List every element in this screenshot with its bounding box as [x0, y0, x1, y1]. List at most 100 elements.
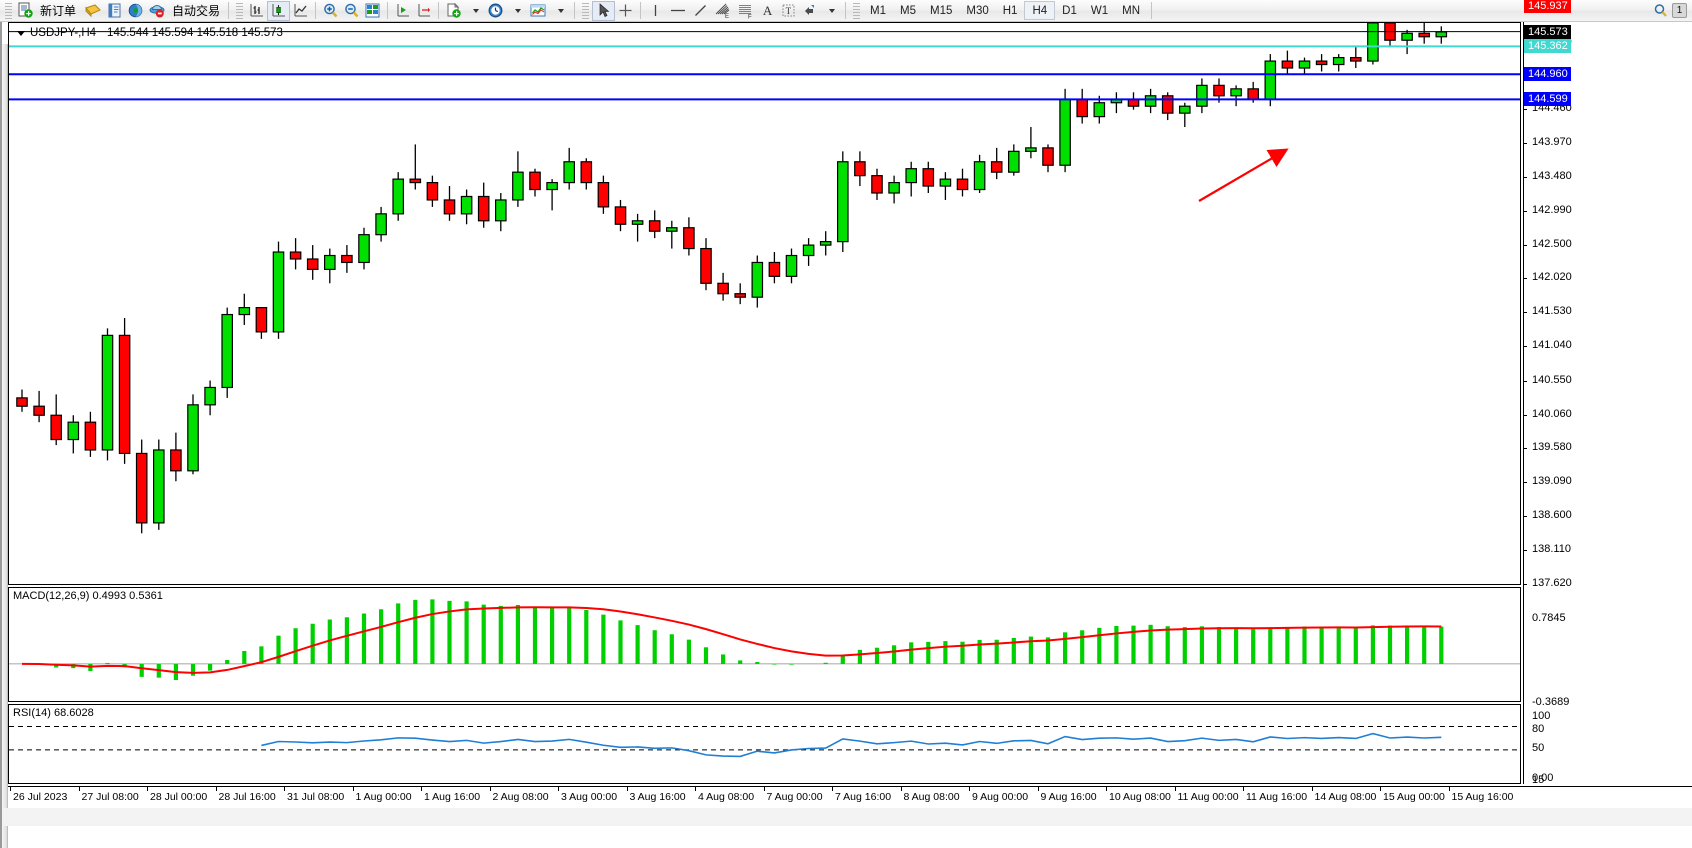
time-tick [1380, 787, 1381, 791]
price-tick: 142.990 [1523, 204, 1572, 216]
timeframe-m30-button[interactable]: M30 [966, 4, 989, 17]
candle-body [871, 175, 883, 194]
time-label: 11 Aug 00:00 [1177, 791, 1239, 803]
candle-body [50, 414, 62, 441]
time-label: 14 Aug 08:00 [1314, 791, 1377, 803]
candle-body [922, 168, 935, 187]
vertical-scrollbar[interactable] [2, 44, 8, 848]
candle-body [1213, 84, 1225, 97]
data-window-toggle-button[interactable] [362, 1, 383, 21]
navigator-button[interactable] [104, 1, 125, 21]
price-tag-level-line[interactable]: 144.599 [1524, 92, 1571, 107]
time-tick [284, 787, 285, 791]
time-label: 28 Jul 00:00 [150, 791, 208, 803]
price-tag-level-line[interactable]: 144.960 [1524, 67, 1571, 82]
timeframe-mn-button[interactable]: MN [1122, 4, 1140, 17]
bar-chart-button[interactable] [246, 1, 267, 21]
price-pane[interactable]: USDJPY-,H4 145.544 145.594 145.518 145.5… [8, 22, 1521, 585]
price-tag-level-line[interactable]: 145.362 [1524, 39, 1571, 54]
candle-body [84, 421, 97, 451]
price-tick: 141.530 [1523, 305, 1572, 317]
price-tag-level-line[interactable]: 145.937 [1524, 0, 1571, 14]
timeframe-d1-button[interactable]: D1 [1062, 4, 1077, 17]
toolbar-grip-2[interactable] [236, 1, 244, 20]
toolbar-grip[interactable] [5, 1, 12, 20]
auto-trading-label[interactable]: 自动交易 [172, 4, 221, 18]
candle-body [734, 293, 746, 298]
fibonacci-e-button[interactable]: E [711, 1, 734, 21]
svg-text:F: F [748, 15, 752, 20]
time-tick [421, 787, 422, 791]
period-button[interactable] [485, 1, 506, 21]
autoscroll-icon [397, 4, 410, 17]
terminal-button[interactable] [125, 1, 146, 21]
candle-body [888, 181, 900, 194]
timeframe-m15-button[interactable]: M15 [930, 4, 953, 17]
trend-line-button[interactable] [690, 1, 711, 21]
candle-body [956, 178, 969, 191]
candle-body [1093, 102, 1106, 118]
time-axis[interactable]: 26 Jul 2023 27 Jul 08:00 28 Jul 00:00 28 Ju… [8, 786, 1692, 808]
collapse-caret-icon[interactable] [17, 30, 25, 36]
cursor-button[interactable] [592, 0, 616, 21]
timeframe-h4-button[interactable]: H4 [1024, 1, 1056, 20]
candle-body [1315, 60, 1328, 66]
timeframe-m5-button[interactable]: M5 [900, 4, 916, 17]
price-axis[interactable]: 145.410144.460143.970143.480142.990142.5… [1523, 0, 1692, 786]
macd-pane[interactable]: MACD(12,26,9) 0.4993 0.5361 [8, 587, 1521, 702]
new-order-button[interactable]: 新订单 [15, 1, 82, 21]
fibonacci-f-button[interactable]: F [734, 1, 757, 21]
price-tick: 138.600 [1523, 509, 1572, 521]
price-tick: 139.090 [1523, 475, 1572, 487]
shapes-button[interactable] [799, 1, 820, 21]
chart-shift-button[interactable] [413, 1, 434, 21]
vertical-line-button[interactable] [645, 1, 666, 21]
candlestick-chart-button[interactable] [267, 0, 291, 21]
data-window-button[interactable] [82, 1, 104, 21]
candle-body [1401, 32, 1413, 41]
line-chart-button[interactable] [290, 1, 311, 21]
candle-body [289, 251, 302, 260]
autoscroll-button[interactable] [392, 1, 413, 21]
templates-button[interactable] [527, 1, 549, 21]
time-tick [969, 787, 970, 791]
shapes-dropdown[interactable] [820, 1, 841, 21]
period-dropdown[interactable] [506, 1, 527, 21]
chart-shift-icon [418, 4, 431, 17]
text-label-button[interactable]: A [757, 1, 778, 21]
rsi-pane[interactable]: RSI(14) 68.6028 [8, 704, 1521, 784]
crosshair-button[interactable] [615, 1, 636, 21]
macd-axis-tick: 0.7845 [1532, 612, 1566, 624]
candle-body [717, 282, 729, 295]
price-tag-last-price[interactable]: 145.573 [1524, 24, 1571, 39]
toolbar-grip-4[interactable] [853, 1, 861, 20]
time-label: 3 Aug 16:00 [629, 791, 686, 803]
templates-dropdown[interactable] [549, 1, 570, 21]
strategy-tester-button[interactable] [146, 1, 168, 21]
time-label: 10 Aug 08:00 [1109, 791, 1171, 803]
candle-body [1161, 95, 1174, 114]
search-icon[interactable] [1653, 3, 1668, 18]
time-tick [900, 787, 902, 791]
indicators-button[interactable] [443, 1, 464, 21]
timeframe-w1-button[interactable]: W1 [1090, 4, 1109, 17]
time-label: 1 Aug 00:00 [355, 791, 412, 803]
text-box-button[interactable]: T [778, 1, 799, 21]
horizontal-line-button[interactable] [666, 1, 690, 21]
price-candlestick-plot [9, 23, 1520, 534]
timeframe-h1-button[interactable]: H1 [1002, 4, 1018, 17]
hat-red-icon [149, 5, 165, 18]
time-label: 11 Aug 16:00 [1246, 791, 1308, 803]
toolbar-grip-3[interactable] [582, 1, 590, 20]
candle-body [204, 386, 216, 406]
zoom-in-button[interactable] [320, 1, 341, 21]
zoom-out-button[interactable] [341, 1, 362, 21]
candle-body [836, 161, 849, 243]
fibonacci-f-icon: F [739, 5, 752, 20]
tabs-badge[interactable]: 1 [1672, 3, 1687, 18]
indicators-dropdown[interactable] [464, 1, 485, 21]
timeframe-m1-button[interactable]: M1 [870, 4, 887, 17]
time-label: 15 Aug 16:00 [1451, 791, 1514, 803]
time-tick [215, 787, 217, 791]
